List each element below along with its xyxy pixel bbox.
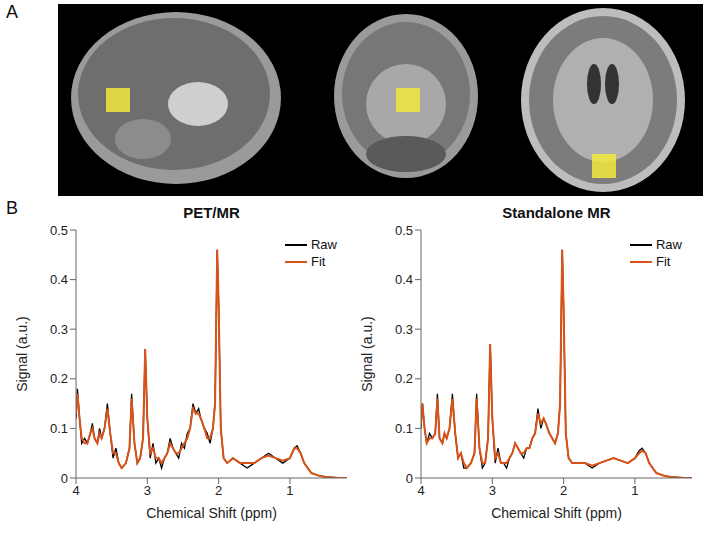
svg-text:0.4: 0.4	[50, 272, 68, 287]
svg-text:0: 0	[61, 471, 68, 486]
html-text:PET/MR: PET/MR	[183, 204, 240, 221]
svg-text:4: 4	[72, 483, 79, 498]
html-text:Raw: Raw	[656, 237, 682, 252]
svg-text:3: 3	[489, 483, 496, 498]
svg-text:Chemical Shift (ppm): Chemical Shift (ppm)	[491, 505, 622, 521]
svg-text:0.3: 0.3	[395, 322, 413, 337]
svg-text:0.2: 0.2	[395, 371, 413, 386]
svg-text:0.3: 0.3	[50, 322, 68, 337]
html-text:A: A	[6, 2, 18, 22]
svg-text:2: 2	[560, 483, 567, 498]
svg-text:Signal (a.u.): Signal (a.u.)	[14, 316, 30, 391]
svg-text:0.5: 0.5	[50, 224, 68, 238]
svg-text:4: 4	[417, 483, 424, 498]
svg-text:0.1: 0.1	[50, 421, 68, 436]
svg-text:3: 3	[144, 483, 151, 498]
svg-text:1: 1	[631, 483, 638, 498]
svg-text:1: 1	[286, 483, 293, 498]
html-text:Standalone MR: Standalone MR	[502, 204, 611, 221]
svg-text:Chemical Shift (ppm): Chemical Shift (ppm)	[146, 505, 277, 521]
html-text:B: B	[6, 198, 18, 218]
svg-text:Signal (a.u.): Signal (a.u.)	[359, 316, 375, 391]
svg-text:2: 2	[215, 483, 222, 498]
svg-text:0.2: 0.2	[50, 371, 68, 386]
svg-text:0.5: 0.5	[395, 224, 413, 238]
html-text:Fit: Fit	[656, 254, 671, 269]
svg-text:0.1: 0.1	[395, 421, 413, 436]
html-text:Raw: Raw	[311, 237, 337, 252]
html-text:Fit: Fit	[311, 254, 326, 269]
svg-text:0.4: 0.4	[395, 272, 413, 287]
svg-text:0: 0	[406, 471, 413, 486]
